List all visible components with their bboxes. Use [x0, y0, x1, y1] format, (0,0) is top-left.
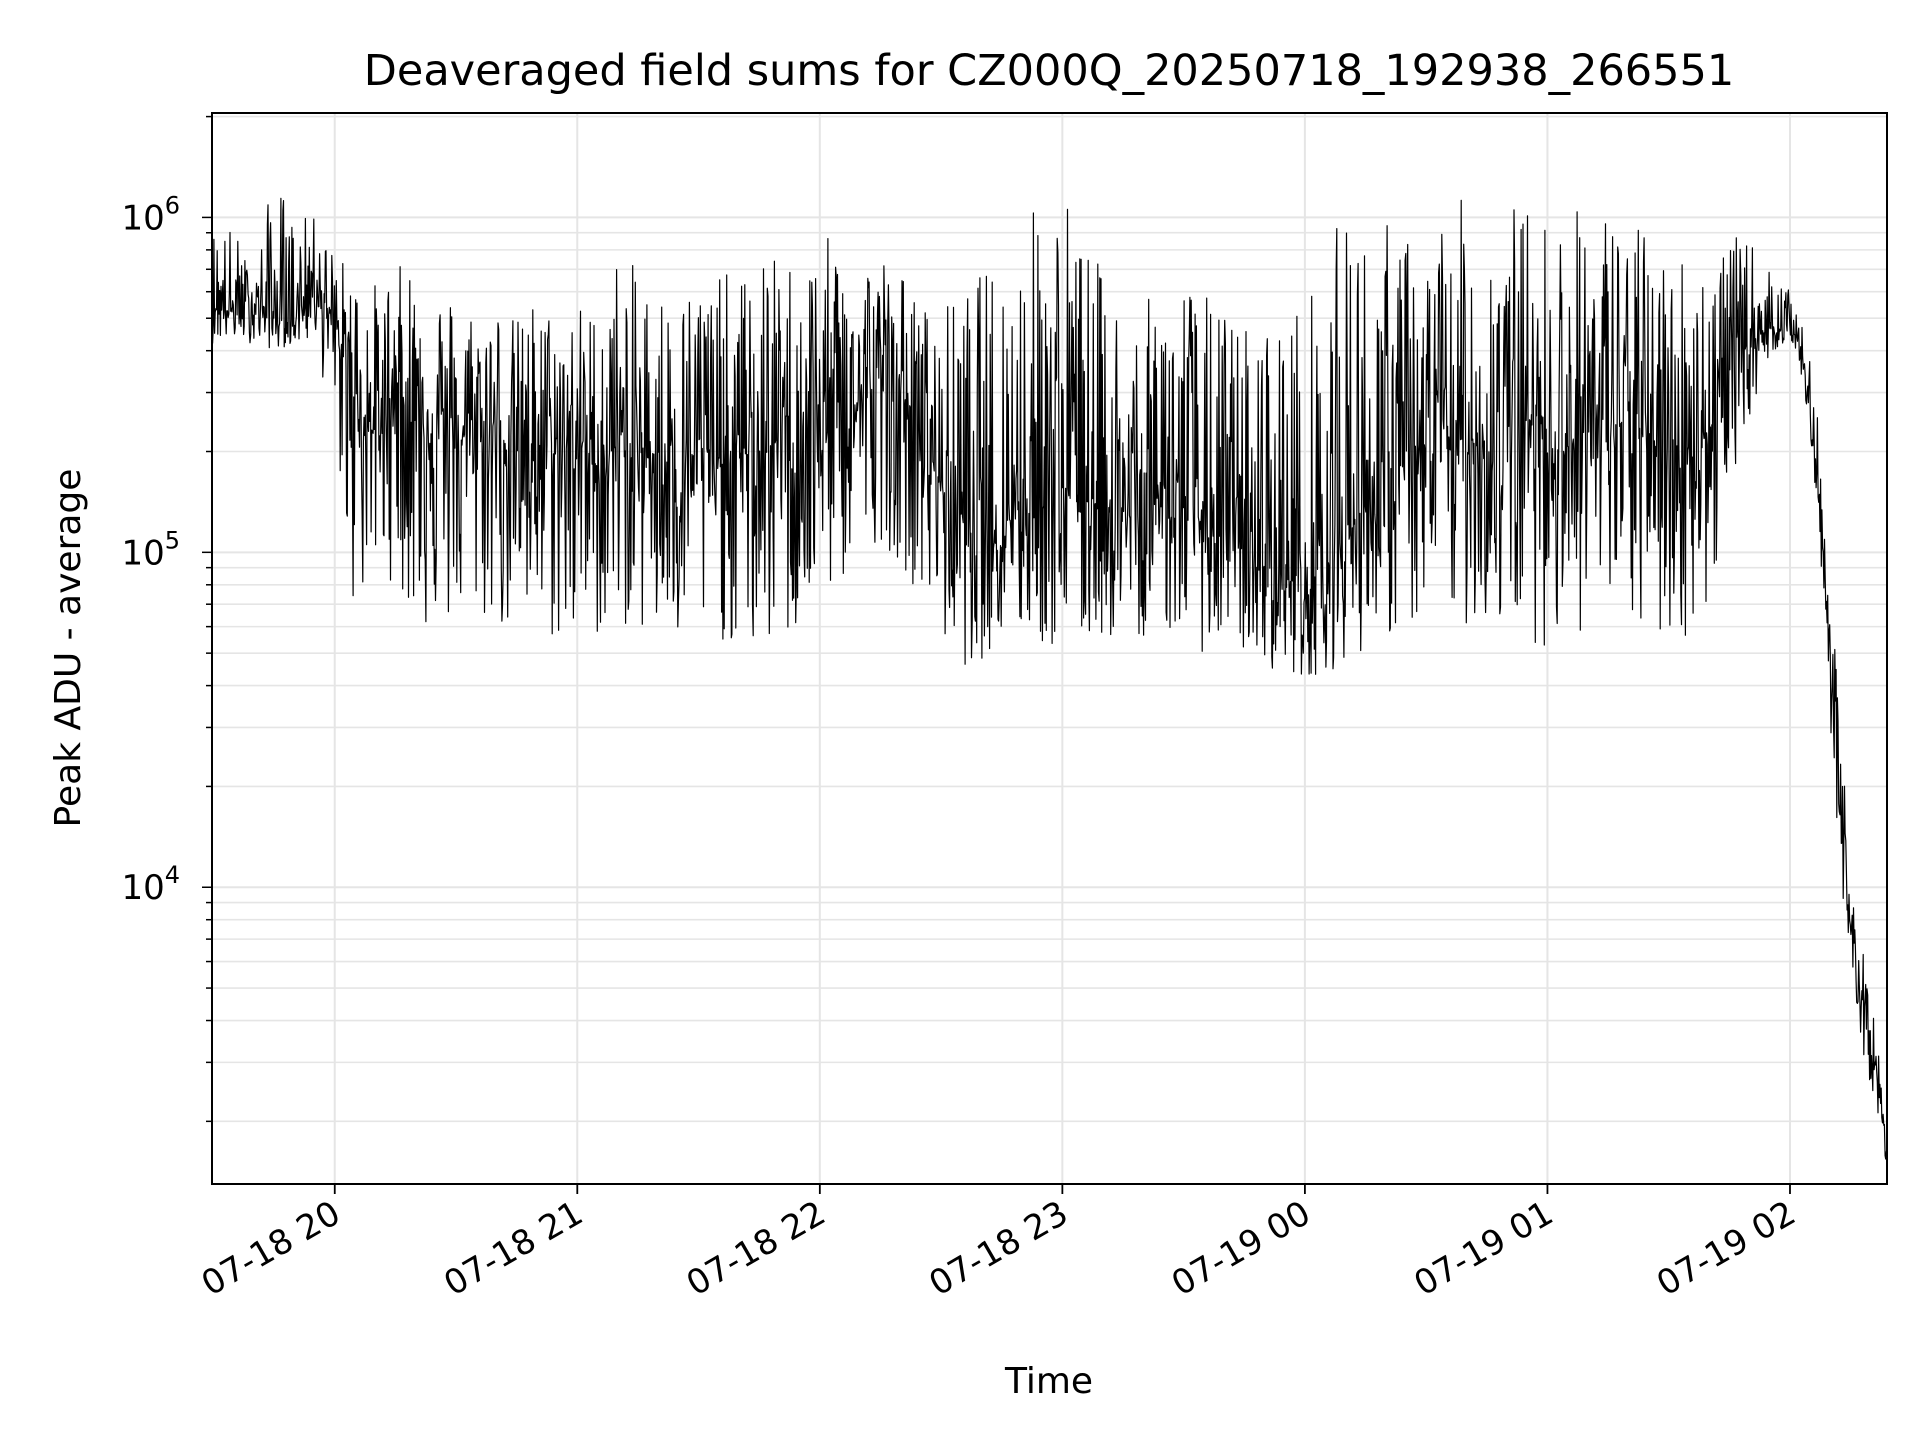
y-tick-label: 106: [121, 191, 180, 238]
y-tick-label: 104: [121, 861, 180, 908]
series-line-0: [211, 197, 1888, 1165]
y-axis-label: Peak ADU - average: [48, 469, 89, 828]
plot-area: [211, 197, 1888, 1165]
chart-title: Deaveraged field sums for CZ000Q_2025071…: [364, 46, 1734, 96]
x-axis-label: Time: [1004, 1361, 1093, 1402]
y-tick-label: 105: [121, 526, 180, 573]
y-axis: 104 105 106: [121, 115, 212, 1123]
axes-frame: [211, 112, 1888, 1185]
